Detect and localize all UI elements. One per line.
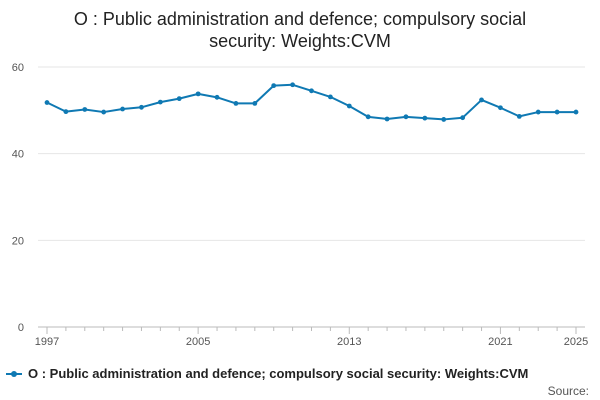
data-point[interactable] bbox=[384, 116, 390, 122]
x-axis-labels: 1997 2005 2013 2021 2025 bbox=[35, 336, 588, 348]
data-point[interactable] bbox=[346, 103, 352, 109]
chart-title: O : Public administration and defence; c… bbox=[0, 8, 600, 52]
data-point[interactable] bbox=[460, 115, 466, 121]
data-point[interactable] bbox=[365, 114, 371, 120]
data-point[interactable] bbox=[479, 97, 484, 103]
data-point[interactable] bbox=[195, 91, 201, 97]
y-tick-label: 0 bbox=[18, 322, 24, 334]
data-point[interactable] bbox=[498, 105, 503, 111]
chart-title-line-2: security: Weights:CVM bbox=[209, 31, 391, 51]
y-axis: 0 20 40 60 bbox=[12, 62, 24, 334]
x-tick-label: 2013 bbox=[337, 336, 361, 348]
data-point[interactable] bbox=[157, 99, 163, 105]
x-tick-label: 2005 bbox=[186, 336, 210, 348]
x-tick-label: 2021 bbox=[488, 336, 512, 348]
y-tick-label: 40 bbox=[12, 149, 24, 161]
data-point[interactable] bbox=[422, 115, 428, 121]
legend-line-marker-icon bbox=[6, 367, 22, 381]
x-tick-label: 1997 bbox=[35, 336, 59, 348]
legend[interactable]: O : Public administration and defence; c… bbox=[6, 366, 528, 381]
gridlines bbox=[38, 66, 585, 328]
y-tick-label: 20 bbox=[12, 235, 24, 247]
data-point[interactable] bbox=[63, 109, 69, 115]
y-tick-label: 60 bbox=[12, 62, 24, 74]
data-point[interactable] bbox=[554, 109, 560, 115]
data-point[interactable] bbox=[309, 88, 314, 94]
data-point[interactable] bbox=[271, 83, 277, 89]
data-point[interactable] bbox=[252, 101, 258, 106]
chart-title-line-1: O : Public administration and defence; c… bbox=[73, 9, 527, 29]
data-point[interactable] bbox=[573, 109, 579, 115]
series-layer bbox=[44, 82, 579, 122]
data-point[interactable] bbox=[516, 114, 522, 119]
data-point[interactable] bbox=[403, 114, 409, 120]
data-point[interactable] bbox=[290, 82, 296, 88]
data-point[interactable] bbox=[214, 94, 220, 100]
data-point[interactable] bbox=[101, 109, 107, 115]
source-label: Source: bbox=[547, 384, 589, 398]
data-point[interactable] bbox=[82, 107, 88, 112]
data-point[interactable] bbox=[176, 96, 182, 102]
data-point[interactable] bbox=[120, 106, 125, 112]
legend-label: O : Public administration and defence; c… bbox=[28, 366, 529, 381]
x-axis bbox=[46, 327, 577, 334]
x-tick-label: 2025 bbox=[564, 336, 588, 348]
data-point[interactable] bbox=[233, 101, 239, 106]
data-point[interactable] bbox=[44, 100, 50, 105]
data-point[interactable] bbox=[441, 117, 447, 122]
data-point[interactable] bbox=[327, 94, 333, 100]
data-point[interactable] bbox=[535, 109, 541, 115]
data-point[interactable] bbox=[139, 104, 144, 110]
